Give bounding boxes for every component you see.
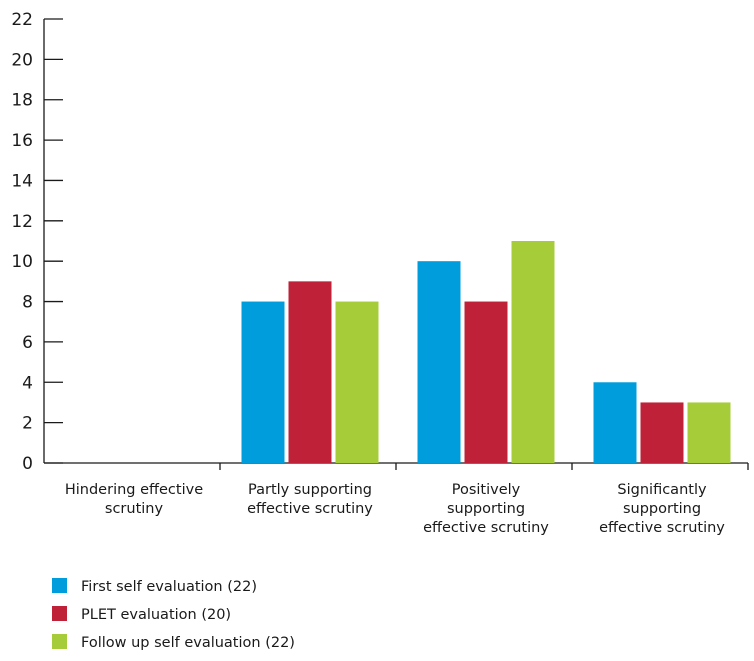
- bar: Follow up self evaluation (22): 11: [512, 241, 555, 463]
- bars: First self evaluation (22): 0PLET evalua…: [242, 241, 731, 463]
- x-tick-label-line: Partly supporting: [248, 482, 372, 498]
- bar: PLET evaluation (20): 9: [289, 281, 332, 463]
- y-tick-label: 22: [11, 10, 33, 30]
- legend-swatch: [52, 606, 67, 621]
- y-tick-label: 20: [11, 50, 33, 70]
- y-tick-label: 16: [11, 131, 33, 151]
- bar: Follow up self evaluation (22): 3: [688, 402, 731, 463]
- legend-label: PLET evaluation (20): [81, 607, 231, 623]
- category-labels: Hindering effective scrutiny Partly suppor…: [65, 482, 725, 536]
- x-tick-label-line: effective scrutiny: [247, 501, 373, 517]
- bar: PLET evaluation (20): 8: [465, 302, 508, 463]
- legend-label: First self evaluation (22): [81, 579, 257, 595]
- x-tick-label: Significantly supporting effective scrutin…: [599, 482, 725, 536]
- bar: First self evaluation (22): 4: [594, 382, 637, 463]
- legend-label: Follow up self evaluation (22): [81, 635, 295, 651]
- y-axis: 0 2 4 6 8 10 12 14 16 18 20 22: [11, 10, 63, 474]
- x-tick-label: Positively supporting effective scrutiny: [423, 482, 549, 536]
- y-tick-label: 2: [22, 414, 33, 434]
- bar: First self evaluation (22): 10: [418, 261, 461, 463]
- legend-swatch: [52, 634, 67, 649]
- bar: Follow up self evaluation (22): 8: [336, 302, 379, 463]
- x-tick-label: Hindering effective scrutiny: [65, 482, 203, 517]
- x-tick-label-line: effective scrutiny: [599, 520, 725, 536]
- x-tick-label: Partly supporting effective scrutiny: [247, 482, 373, 517]
- y-tick-label: 12: [11, 212, 33, 232]
- x-tick-label-line: effective scrutiny: [423, 520, 549, 536]
- bar: PLET evaluation (20): 3: [641, 402, 684, 463]
- legend: First self evaluation (22) PLET evaluatio…: [52, 578, 295, 651]
- y-tick-label: 4: [22, 373, 33, 393]
- x-tick-label-line: Significantly: [617, 482, 707, 498]
- x-tick-label-line: Hindering effective: [65, 482, 203, 498]
- bar: First self evaluation (22): 8: [242, 302, 285, 463]
- y-tick-label: 0: [22, 454, 33, 474]
- y-tick-label: 14: [11, 171, 33, 191]
- y-tick-label: 18: [11, 91, 33, 111]
- legend-swatch: [52, 578, 67, 593]
- x-tick-label-line: supporting: [623, 501, 701, 517]
- x-tick-label-line: scrutiny: [105, 501, 164, 517]
- x-tick-label-line: Positively: [452, 482, 521, 498]
- x-tick-label-line: supporting: [447, 501, 525, 517]
- y-tick-label: 10: [11, 252, 33, 272]
- y-tick-label: 8: [22, 293, 33, 313]
- x-axis: [44, 463, 748, 470]
- y-tick-label: 6: [22, 333, 33, 353]
